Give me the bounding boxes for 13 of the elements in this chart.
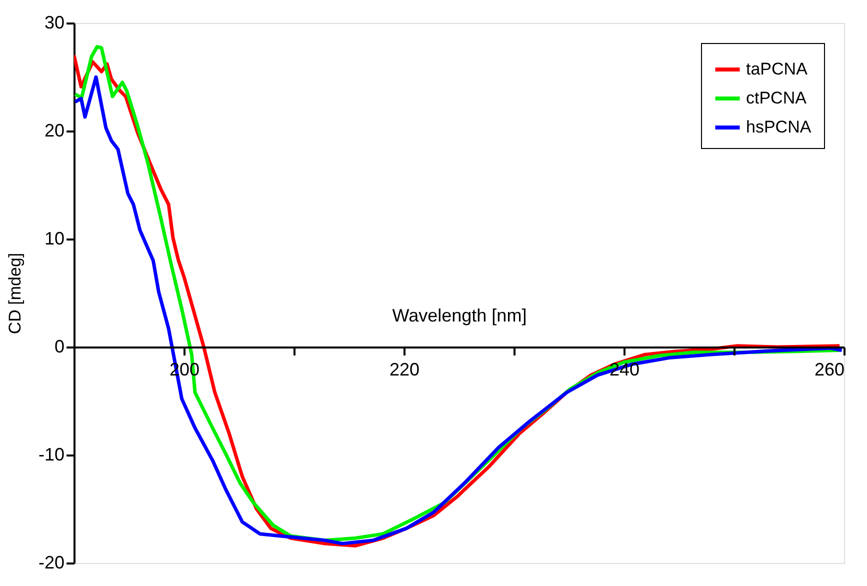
x-tick-label: 220 [389,360,420,380]
legend-label: ctPCNA [746,88,808,108]
y-tick-label: -10 [38,444,64,464]
x-axis-title: Wavelength [nm] [392,306,527,326]
y-tick-label: 10 [44,228,64,248]
y-tick-label: -20 [38,552,64,572]
x-tick-label: 260 [814,360,844,380]
y-tick-label: 0 [54,336,64,356]
legend-label: taPCNA [746,60,808,78]
y-axis-title: CD [mdeg] [5,252,24,334]
y-tick-label: 20 [44,120,64,140]
legend-label: hsPCNA [746,118,812,136]
y-tick-label: 30 [44,12,64,32]
